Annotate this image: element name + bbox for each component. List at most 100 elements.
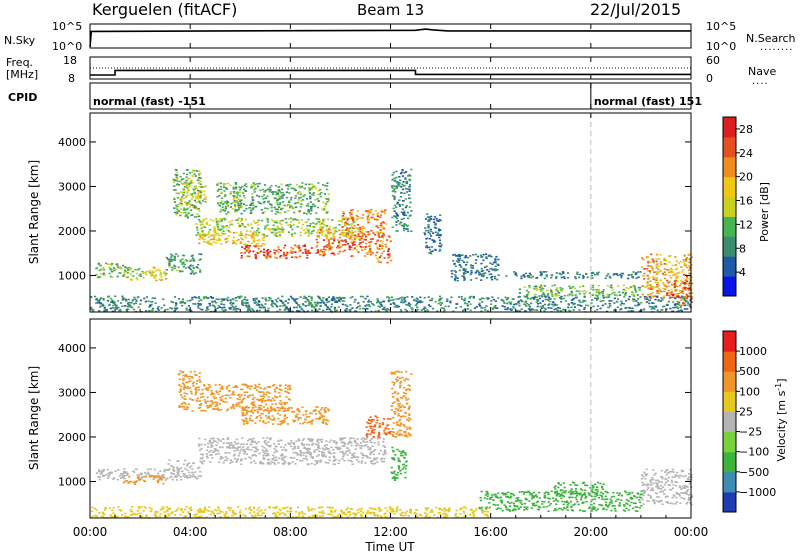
data-cell bbox=[220, 386, 223, 389]
data-cell bbox=[233, 393, 236, 396]
data-cell bbox=[362, 214, 365, 216]
data-cell bbox=[269, 186, 272, 189]
data-cell bbox=[316, 455, 319, 458]
data-cell bbox=[326, 301, 329, 304]
data-cell bbox=[298, 247, 301, 250]
data-cell bbox=[683, 288, 686, 291]
data-cell bbox=[383, 446, 387, 448]
data-cell bbox=[334, 308, 337, 311]
data-cell bbox=[141, 270, 144, 273]
data-cell bbox=[422, 308, 425, 310]
data-cell bbox=[231, 207, 234, 210]
data-cell bbox=[240, 394, 243, 396]
data-cell bbox=[582, 299, 585, 302]
data-cell bbox=[287, 302, 290, 304]
data-cell bbox=[262, 420, 265, 422]
data-cell bbox=[232, 390, 235, 393]
data-cell bbox=[119, 302, 123, 304]
data-cell bbox=[604, 277, 607, 280]
data-cell bbox=[90, 296, 93, 298]
data-cell bbox=[493, 275, 497, 278]
data-cell bbox=[356, 218, 359, 220]
data-cell bbox=[285, 396, 288, 398]
data-cell bbox=[268, 203, 271, 205]
data-cell bbox=[277, 189, 280, 191]
data-cell bbox=[252, 199, 255, 202]
data-cell bbox=[524, 310, 528, 312]
data-cell bbox=[319, 305, 322, 307]
data-cell bbox=[332, 463, 335, 465]
data-cell bbox=[164, 274, 167, 277]
data-cell bbox=[254, 256, 257, 258]
data-cell bbox=[340, 220, 343, 222]
data-cell bbox=[620, 272, 623, 275]
data-cell bbox=[261, 445, 264, 448]
data-cell bbox=[209, 449, 213, 452]
data-cell bbox=[284, 401, 287, 404]
data-cell bbox=[455, 303, 458, 305]
data-cell bbox=[439, 214, 442, 216]
data-cell bbox=[393, 306, 396, 308]
data-cell bbox=[325, 419, 328, 421]
data-cell bbox=[218, 306, 222, 308]
data-cell bbox=[661, 282, 664, 284]
data-cell bbox=[278, 409, 281, 411]
data-cell bbox=[354, 230, 357, 233]
data-cell bbox=[575, 290, 578, 292]
data-cell bbox=[253, 299, 257, 302]
data-cell bbox=[536, 289, 539, 292]
data-cell bbox=[333, 307, 337, 309]
data-cell bbox=[239, 189, 242, 191]
data-cell bbox=[229, 191, 232, 193]
data-cell bbox=[395, 212, 398, 214]
data-cell bbox=[245, 405, 248, 408]
data-cell bbox=[317, 189, 320, 192]
data-cell bbox=[424, 227, 427, 229]
data-cell bbox=[274, 208, 277, 211]
data-cell bbox=[288, 463, 291, 466]
data-cell bbox=[121, 295, 124, 298]
data-cell bbox=[566, 272, 570, 274]
data-cell bbox=[278, 392, 281, 394]
data-cell bbox=[195, 392, 198, 394]
data-cell bbox=[561, 290, 564, 292]
data-cell bbox=[231, 305, 234, 308]
data-cell bbox=[410, 168, 413, 171]
data-cell bbox=[250, 209, 253, 212]
data-cell bbox=[149, 305, 152, 307]
data-cell bbox=[97, 275, 100, 278]
data-cell bbox=[578, 299, 581, 302]
data-cell bbox=[185, 202, 188, 204]
data-cell bbox=[677, 296, 681, 299]
data-cell bbox=[540, 286, 543, 288]
data-cell bbox=[547, 295, 550, 298]
data-cell bbox=[306, 251, 309, 254]
data-cell bbox=[328, 226, 331, 228]
data-cell bbox=[218, 202, 221, 204]
data-cell bbox=[343, 442, 346, 445]
data-cell bbox=[262, 409, 265, 412]
data-cell bbox=[247, 308, 250, 311]
data-cell bbox=[339, 236, 342, 239]
data-cell bbox=[129, 304, 132, 306]
data-cell bbox=[249, 394, 252, 397]
data-cell bbox=[198, 400, 202, 402]
data-cell bbox=[224, 206, 227, 208]
data-cell bbox=[285, 306, 289, 309]
data-cell bbox=[674, 296, 677, 299]
data-cell bbox=[300, 227, 303, 229]
data-cell bbox=[149, 272, 152, 274]
data-cell bbox=[397, 220, 400, 222]
data-cell bbox=[377, 305, 380, 308]
data-cell bbox=[405, 303, 408, 306]
data-cell bbox=[254, 245, 257, 248]
data-cell bbox=[657, 290, 660, 292]
data-cell bbox=[254, 450, 257, 453]
data-cell bbox=[319, 461, 322, 463]
data-cell bbox=[395, 187, 398, 189]
data-cell bbox=[651, 288, 654, 290]
data-cell bbox=[189, 375, 192, 378]
data-cell bbox=[399, 297, 402, 299]
data-cell bbox=[183, 395, 186, 397]
data-cell bbox=[182, 475, 185, 477]
